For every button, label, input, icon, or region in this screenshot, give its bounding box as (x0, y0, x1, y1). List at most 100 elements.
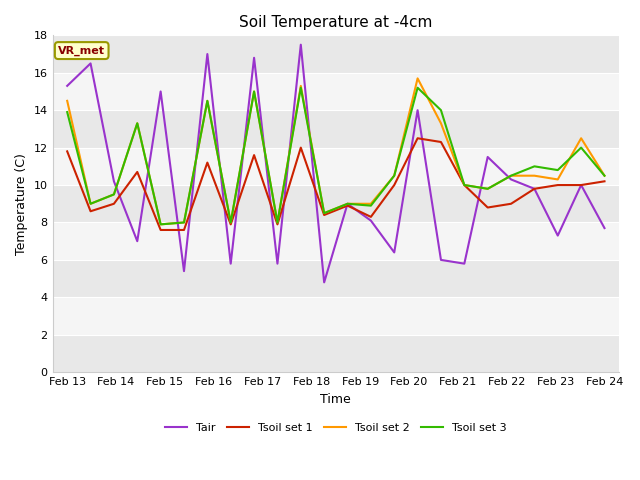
Tsoil set 2 (227, 220, 234, 226)
Tsoil set 3 (110, 192, 118, 197)
Tsoil set 3 (531, 164, 538, 169)
Tair (133, 238, 141, 244)
Tair (157, 89, 164, 95)
Tair (344, 201, 351, 207)
Tsoil set 1 (157, 227, 164, 233)
Tsoil set 3 (344, 201, 351, 207)
Tsoil set 2 (250, 89, 258, 95)
Tsoil set 3 (63, 109, 71, 115)
Tair (437, 257, 445, 263)
Tair (297, 42, 305, 48)
Tair (508, 177, 515, 182)
Tair (273, 261, 281, 266)
Tsoil set 1 (531, 186, 538, 192)
Tsoil set 3 (390, 173, 398, 179)
Tsoil set 2 (86, 201, 94, 207)
Tsoil set 2 (157, 221, 164, 227)
Bar (52, 185, 619, 223)
Tair (204, 51, 211, 57)
Tsoil set 3 (297, 85, 305, 91)
Tsoil set 2 (461, 182, 468, 188)
Tsoil set 2 (367, 201, 375, 207)
Tsoil set 2 (414, 75, 422, 81)
Bar (52, 297, 619, 335)
Tair (601, 225, 609, 231)
Tair (390, 250, 398, 255)
Tsoil set 2 (601, 173, 609, 179)
Bar (52, 73, 619, 110)
Tair (321, 279, 328, 285)
Text: VR_met: VR_met (58, 46, 105, 56)
Tsoil set 3 (367, 203, 375, 208)
Y-axis label: Temperature (C): Temperature (C) (15, 153, 28, 255)
Tsoil set 3 (227, 220, 234, 226)
Tsoil set 1 (273, 221, 281, 227)
Tsoil set 1 (437, 139, 445, 145)
Tsoil set 2 (390, 173, 398, 179)
Tair (110, 179, 118, 184)
Tsoil set 3 (157, 221, 164, 227)
Tsoil set 1 (508, 201, 515, 207)
Tsoil set 2 (554, 177, 562, 182)
Tsoil set 3 (508, 173, 515, 179)
Tsoil set 1 (344, 203, 351, 208)
Tsoil set 1 (461, 182, 468, 188)
Tsoil set 1 (390, 182, 398, 188)
Tsoil set 3 (461, 182, 468, 188)
Tsoil set 2 (577, 135, 585, 141)
Tair (86, 60, 94, 66)
Tsoil set 2 (531, 173, 538, 179)
Tsoil set 1 (554, 182, 562, 188)
Tsoil set 3 (414, 85, 422, 91)
Tsoil set 1 (250, 152, 258, 158)
Tair (63, 83, 71, 89)
Tsoil set 2 (437, 120, 445, 126)
Tsoil set 1 (227, 221, 234, 227)
Line: Tsoil set 3: Tsoil set 3 (67, 88, 605, 224)
Bar (52, 335, 619, 372)
Tsoil set 3 (601, 173, 609, 179)
Line: Tsoil set 1: Tsoil set 1 (67, 138, 605, 230)
Bar (52, 260, 619, 297)
Bar (52, 110, 619, 148)
Tair (227, 261, 234, 266)
Tsoil set 1 (414, 135, 422, 141)
Tsoil set 2 (297, 83, 305, 89)
Bar (52, 36, 619, 73)
Tsoil set 3 (133, 120, 141, 126)
Title: Soil Temperature at -4cm: Soil Temperature at -4cm (239, 15, 433, 30)
Tair (250, 55, 258, 60)
Tsoil set 3 (86, 201, 94, 207)
Tsoil set 3 (273, 220, 281, 226)
Tair (414, 108, 422, 113)
Tsoil set 2 (508, 173, 515, 179)
Tsoil set 2 (344, 201, 351, 207)
Tsoil set 1 (484, 204, 492, 210)
Tsoil set 1 (367, 214, 375, 220)
Tsoil set 2 (63, 98, 71, 104)
Tsoil set 2 (273, 220, 281, 226)
X-axis label: Time: Time (321, 393, 351, 406)
Tsoil set 2 (180, 220, 188, 226)
Tair (531, 186, 538, 192)
Tsoil set 1 (63, 148, 71, 154)
Line: Tsoil set 2: Tsoil set 2 (67, 78, 605, 224)
Tsoil set 3 (577, 145, 585, 151)
Tair (484, 154, 492, 160)
Tsoil set 2 (484, 186, 492, 192)
Tsoil set 2 (204, 98, 211, 104)
Tair (367, 218, 375, 224)
Tsoil set 2 (133, 120, 141, 126)
Tsoil set 1 (601, 179, 609, 184)
Legend: Tair, Tsoil set 1, Tsoil set 2, Tsoil set 3: Tair, Tsoil set 1, Tsoil set 2, Tsoil se… (161, 418, 511, 437)
Tsoil set 2 (321, 210, 328, 216)
Tsoil set 1 (297, 145, 305, 151)
Tsoil set 3 (321, 210, 328, 216)
Tsoil set 1 (204, 160, 211, 166)
Bar (52, 148, 619, 185)
Tsoil set 2 (110, 192, 118, 197)
Line: Tair: Tair (67, 45, 605, 282)
Tsoil set 1 (133, 169, 141, 175)
Tsoil set 3 (204, 98, 211, 104)
Bar (52, 223, 619, 260)
